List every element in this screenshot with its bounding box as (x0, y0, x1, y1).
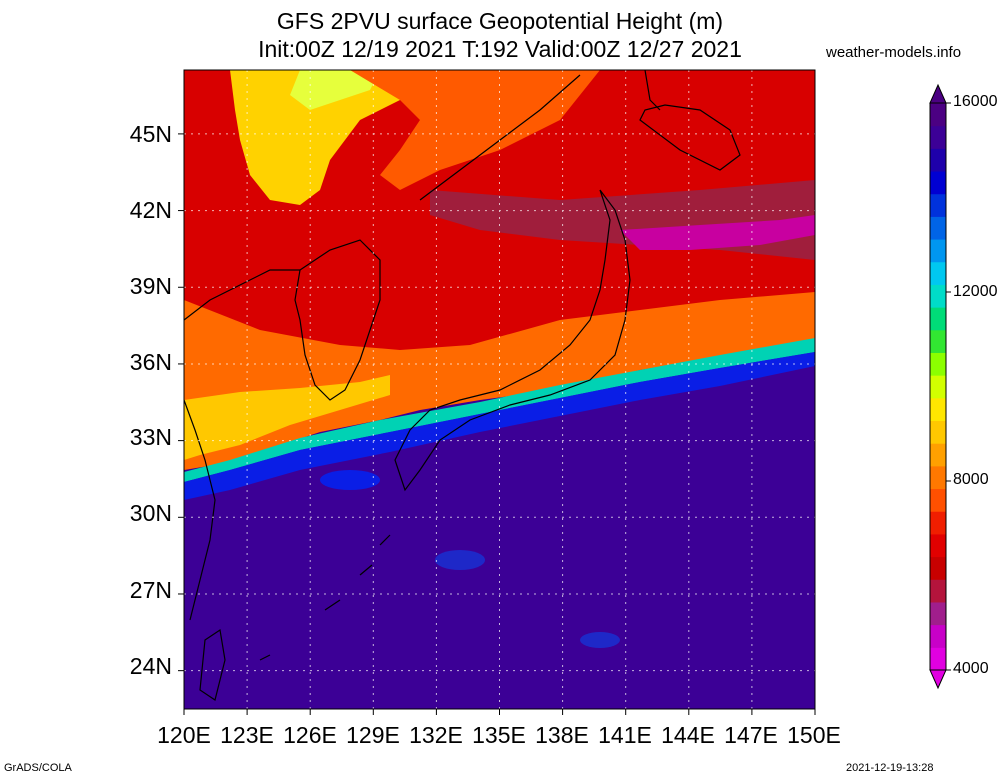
x-tick-label: 141E (598, 722, 652, 748)
field-light-yellow (290, 70, 380, 110)
x-tick-label: 138E (535, 722, 589, 748)
colorbar-swatch (930, 193, 946, 217)
colorbar-swatch (930, 261, 946, 285)
map-field (184, 70, 815, 709)
colorbar-swatch (930, 420, 946, 444)
x-tick-label: 129E (346, 722, 400, 748)
colorbar-swatch (930, 284, 946, 308)
field-patch (435, 550, 485, 570)
colorbar-label: 4000 (953, 660, 989, 677)
y-tick-label: 24N (129, 653, 172, 679)
colorbar-swatch (930, 511, 946, 535)
y-tick-label: 30N (129, 500, 172, 526)
colorbar-swatch (930, 239, 946, 263)
x-tick-label: 150E (787, 722, 841, 748)
colorbar-swatch (930, 579, 946, 603)
colorbar-swatch (930, 148, 946, 172)
coastlines (184, 70, 741, 701)
grid-lines (184, 70, 815, 709)
x-tick-label: 144E (661, 722, 715, 748)
field-yellow-streak (230, 70, 420, 205)
colorbar-swatch (930, 329, 946, 353)
colorbar-swatch (930, 533, 946, 558)
x-tick-label: 123E (220, 722, 274, 748)
field-blue-strip (184, 352, 815, 500)
colorbar-swatch (930, 465, 946, 490)
field-magenta-spot (620, 215, 815, 250)
colorbar-swatch (930, 647, 946, 671)
colorbar-max-arrow (929, 83, 947, 104)
y-tick-label: 27N (129, 577, 172, 603)
y-tick-label: 33N (129, 424, 172, 450)
x-tick-label: 147E (724, 722, 778, 748)
chart-subtitle: Init:00Z 12/19 2021 T:192 Valid:00Z 12/2… (258, 36, 742, 62)
y-tick-label: 36N (129, 349, 172, 375)
colorbar-label: 16000 (953, 93, 998, 110)
y-tick-label: 39N (129, 273, 172, 299)
colorbar-label: 8000 (953, 471, 989, 488)
x-tick-label: 132E (409, 722, 463, 748)
field-patch (320, 470, 380, 490)
x-tick-label: 135E (472, 722, 526, 748)
colorbar-swatch (930, 624, 946, 648)
field-patch (580, 632, 620, 648)
field-orange-north (350, 70, 600, 190)
colorbar-swatch (930, 397, 946, 422)
colorbar (929, 83, 951, 690)
field-yellow-band (184, 375, 390, 460)
axis-ticks (178, 133, 816, 715)
colorbar-frame (929, 102, 947, 671)
colorbar-swatch (930, 556, 946, 580)
chart-title: GFS 2PVU surface Geopotential Height (m) (276, 8, 724, 34)
footer-left: GrADS/COLA (4, 762, 72, 774)
colorbar-swatch (930, 352, 946, 376)
colorbar-min-arrow (929, 669, 947, 690)
colorbar-swatch (930, 103, 946, 127)
colorbar-swatch (930, 171, 946, 195)
y-tick-label: 45N (129, 121, 172, 147)
x-tick-label: 120E (157, 722, 211, 748)
colorbar-swatch (930, 216, 946, 240)
colorbar-label: 12000 (953, 283, 998, 300)
source-label: weather-models.info (826, 44, 962, 61)
colorbar-swatch (930, 488, 946, 512)
field-jet-edge (184, 338, 815, 482)
colorbar-swatch (930, 125, 946, 149)
colorbar-swatch (930, 375, 946, 399)
field-orange-band (184, 292, 815, 470)
colorbar-swatch (930, 443, 946, 467)
x-tick-label: 126E (283, 722, 337, 748)
footer-right: 2021-12-19-13:28 (846, 762, 934, 774)
colorbar-swatch (930, 601, 946, 626)
y-tick-label: 42N (129, 197, 172, 223)
colorbar-swatch (930, 307, 946, 331)
